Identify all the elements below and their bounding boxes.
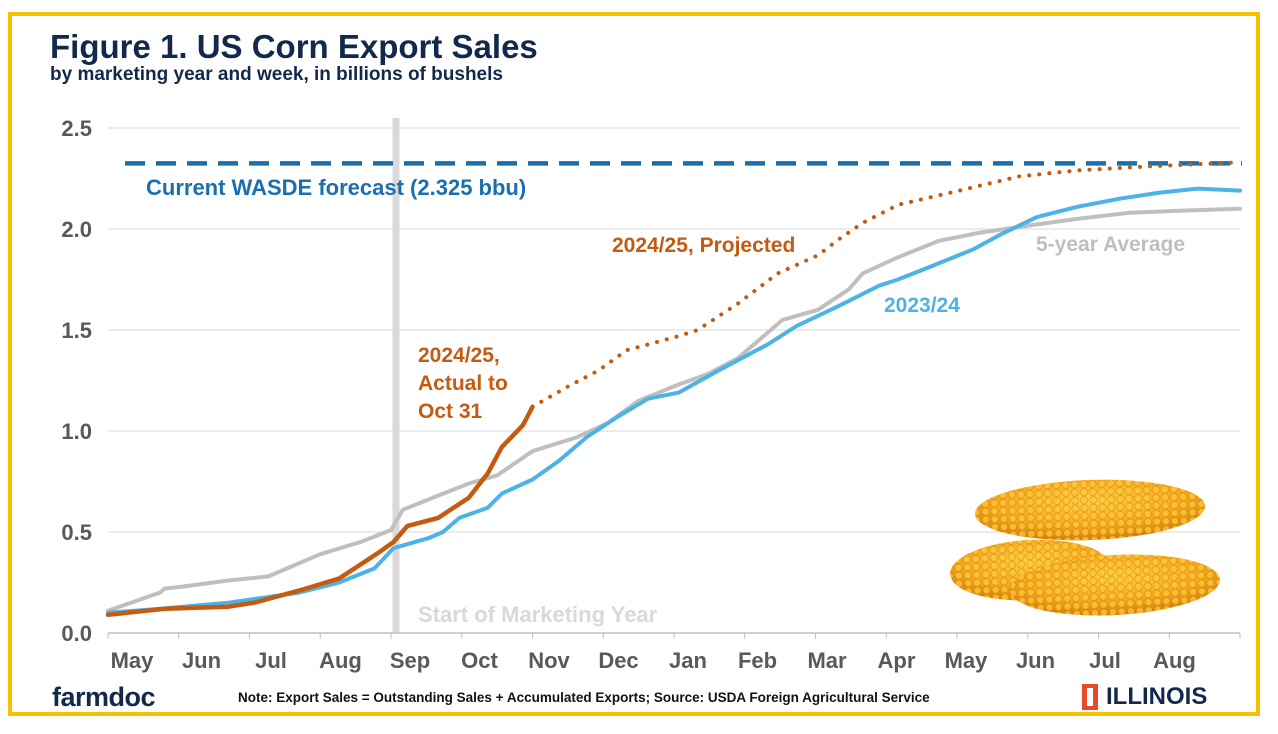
x-tick-label: May <box>945 648 989 673</box>
x-tick-label: Sep <box>390 648 430 673</box>
five-year-average-label: 5-year Average <box>1036 233 1185 256</box>
x-tick-label: Jan <box>669 648 707 673</box>
source-note: Note: Export Sales = Outstanding Sales +… <box>238 690 930 705</box>
y-tick-label: 2.5 <box>61 116 92 141</box>
y-tick-label: 0.5 <box>61 520 92 545</box>
x-tick-label: Aug <box>319 648 362 673</box>
y-tick-label: 1.0 <box>61 419 92 444</box>
x-tick-label: Oct <box>461 648 498 673</box>
corn-image <box>950 479 1220 616</box>
x-tick-label: Mar <box>807 648 847 673</box>
farmdoc-logo: farmdoc <box>52 682 156 712</box>
x-tick-label: Jul <box>1089 648 1121 673</box>
x-tick-label: Apr <box>878 648 916 673</box>
series-line-5-year-average <box>106 206 1242 613</box>
x-tick-label: Dec <box>598 648 638 673</box>
x-tick-label: Feb <box>738 648 777 673</box>
chart-subtitle: by marketing year and week, in billions … <box>50 64 503 85</box>
series-line-2024-25-actual-to-oct-31 <box>105 404 535 618</box>
y-tick-label: 1.5 <box>61 318 92 343</box>
start-marketing-year-label: Start of Marketing Year <box>418 602 658 627</box>
illinois-wordmark: ILLINOIS <box>1106 683 1208 710</box>
chart-title: Figure 1. US Corn Export Sales <box>50 28 538 65</box>
x-tick-label: Nov <box>528 648 570 673</box>
illinois-logo: ILLINOIS <box>1082 683 1207 711</box>
wasde-label: Current WASDE forecast (2.325 bbu) <box>146 175 526 200</box>
block-i-icon <box>1082 684 1098 710</box>
actual-label-1: 2024/25, <box>418 344 500 367</box>
2023-24-label: 2023/24 <box>884 294 960 317</box>
series-line-2024-25-projected <box>530 160 1242 409</box>
y-tick-label: 2.0 <box>61 217 92 242</box>
actual-label-3: Oct 31 <box>418 400 483 423</box>
projected-label: 2024/25, Projected <box>612 234 795 257</box>
x-tick-label: Jun <box>1016 648 1055 673</box>
x-tick-label: Jun <box>182 648 221 673</box>
x-tick-label: Jul <box>255 648 287 673</box>
x-tick-label: Aug <box>1153 648 1196 673</box>
corn-kernels <box>975 479 1205 541</box>
corn-kernels <box>1010 554 1220 616</box>
y-tick-label: 0.0 <box>61 621 92 646</box>
actual-label-2: Actual to <box>418 372 508 395</box>
series-line-2023-24 <box>106 186 1242 615</box>
x-tick-label: May <box>111 648 155 673</box>
